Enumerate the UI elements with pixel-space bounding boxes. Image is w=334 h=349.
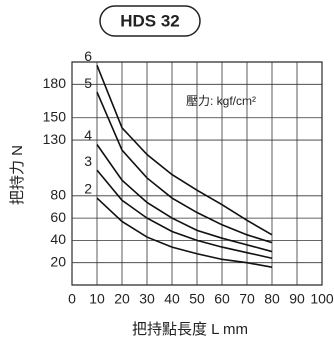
y-tick-label: 60 <box>50 209 66 225</box>
series-line <box>96 144 273 253</box>
y-tick-label: 80 <box>50 187 66 203</box>
x-tick-label: 90 <box>289 291 305 307</box>
x-tick-label: 0 <box>68 291 76 307</box>
chart-title: HDS 32 <box>120 11 180 30</box>
x-tick-label: 40 <box>164 291 180 307</box>
y-tick-label: 40 <box>50 231 66 247</box>
x-tick-label: 30 <box>139 291 155 307</box>
y-tick-label: 180 <box>43 75 67 91</box>
series-line <box>96 91 273 244</box>
x-tick-label: 100 <box>310 291 334 307</box>
series-line <box>96 169 273 260</box>
x-tick-label: 70 <box>239 291 255 307</box>
series-label: 4 <box>84 127 92 143</box>
series-label: 6 <box>84 48 92 64</box>
x-tick-label: 10 <box>89 291 105 307</box>
y-tick-label: 20 <box>50 253 66 269</box>
x-tick-label: 50 <box>189 291 205 307</box>
series-line <box>96 65 273 236</box>
series-label: 5 <box>84 75 92 91</box>
y-axis-label: 把持力 N <box>9 145 26 205</box>
x-tick-label: 20 <box>114 291 130 307</box>
annotation: 壓力: kgf/cm² <box>186 94 256 108</box>
x-axis-label: 把持點長度 L mm <box>132 321 248 338</box>
title-badge <box>99 5 201 37</box>
x-tick-label: 60 <box>214 291 230 307</box>
series-line <box>96 197 273 268</box>
series-label: 2 <box>84 181 92 197</box>
x-tick-label: 80 <box>264 291 280 307</box>
y-tick-label: 130 <box>43 131 67 147</box>
series-label: 3 <box>84 153 92 169</box>
y-tick-label: 150 <box>43 108 67 124</box>
